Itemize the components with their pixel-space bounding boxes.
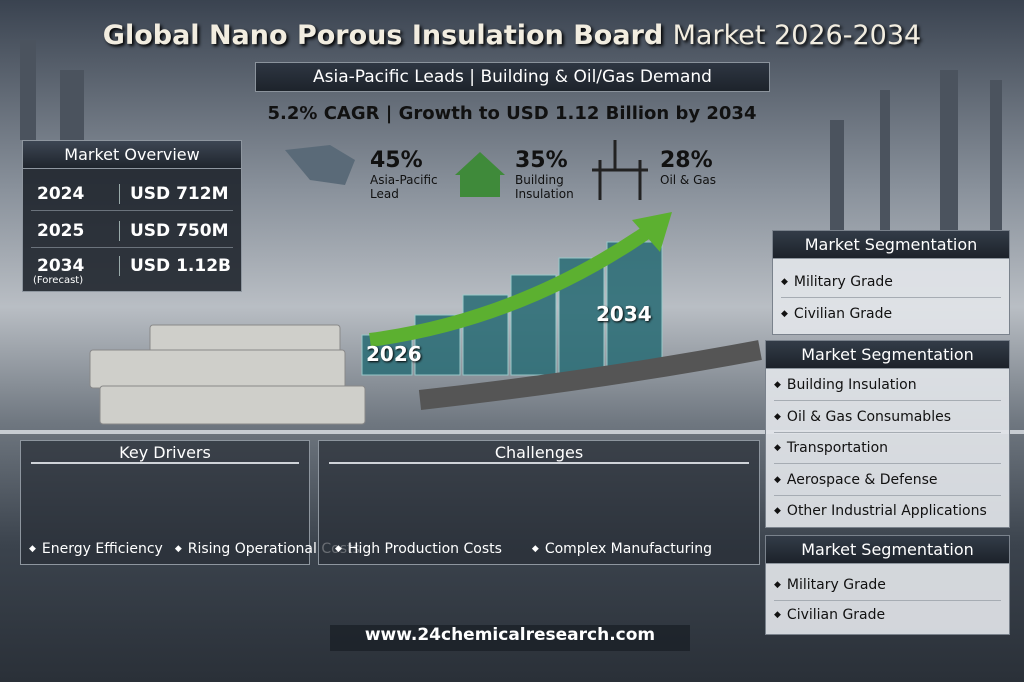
segmentation-panel: Market Segmentation Military Grade Civil…	[765, 535, 1010, 635]
driver-item: Rising Operational Costs	[175, 541, 360, 557]
key-drivers: Key Drivers Energy Efficiency Rising Oper…	[20, 440, 360, 565]
segment-item: Civilian Grade	[774, 600, 1001, 631]
year: 2024	[37, 184, 85, 204]
footer-url: www.24chemicalresearch.com	[330, 625, 690, 651]
segment-item: Aerospace & Defense	[774, 465, 1001, 496]
value: USD 712M	[119, 184, 228, 204]
tagline: 5.2% CAGR | Growth to USD 1.12 Billion b…	[267, 103, 757, 124]
segment-item: Other Industrial Applications	[774, 496, 1001, 527]
panel-title: Market Segmentation	[773, 231, 1009, 259]
stat: 35% Building Insulation	[515, 148, 590, 201]
challenge-item: Complex Manufacturing	[532, 541, 712, 557]
start-year: 2026	[366, 342, 422, 366]
stat-value: 28%	[660, 148, 713, 173]
title-suffix: Market 2026-2034	[672, 20, 922, 51]
stat-value: 45%	[370, 148, 423, 173]
segment-item: Civilian Grade	[781, 299, 1001, 330]
driver-item: Energy Efficiency	[29, 541, 163, 557]
stat-label: Asia-Pacific Lead	[370, 173, 438, 201]
segmentation-panel: Market Segmentation Building Insulation …	[765, 340, 1010, 528]
segment-item: Military Grade	[781, 267, 1001, 298]
stat: 45% Asia-Pacific Lead	[370, 148, 450, 201]
title: Global Nano Porous Insulation Board Mark…	[0, 20, 1024, 51]
segment-item: Military Grade	[774, 570, 1001, 601]
section-title: Challenges	[329, 443, 749, 464]
panel-title: Market Overview	[23, 141, 241, 169]
panel-title: Market Segmentation	[766, 341, 1009, 369]
value: USD 1.12B	[119, 256, 231, 276]
stat-value: 35%	[515, 148, 568, 173]
panel-title: Market Segmentation	[766, 536, 1009, 564]
challenge-item: High Production Costs	[335, 541, 502, 557]
value: USD 750M	[119, 221, 228, 241]
stat: 28% Oil & Gas	[660, 148, 740, 187]
note: (Forecast)	[33, 275, 84, 286]
challenges: Challenges High Production Costs Complex …	[318, 440, 760, 565]
section-title: Key Drivers	[31, 443, 299, 464]
year: 2025	[37, 221, 85, 241]
year: 2034	[37, 256, 85, 276]
segment-item: Oil & Gas Consumables	[774, 402, 1001, 433]
segment-item: Building Insulation	[774, 370, 1001, 401]
title-main: Global Nano Porous Insulation Board	[102, 20, 664, 51]
stat-label: Oil & Gas	[660, 173, 717, 187]
segmentation-panel: Market Segmentation Military Grade Civil…	[772, 230, 1010, 335]
stat-label: Building Insulation	[515, 173, 574, 201]
segment-item: Transportation	[774, 433, 1001, 464]
market-overview: Market Overview 2024 USD 712M 2025 USD 750…	[22, 140, 242, 292]
subtitle: Asia-Pacific Leads | Building & Oil/Gas …	[255, 62, 770, 92]
end-year: 2034	[596, 302, 652, 326]
